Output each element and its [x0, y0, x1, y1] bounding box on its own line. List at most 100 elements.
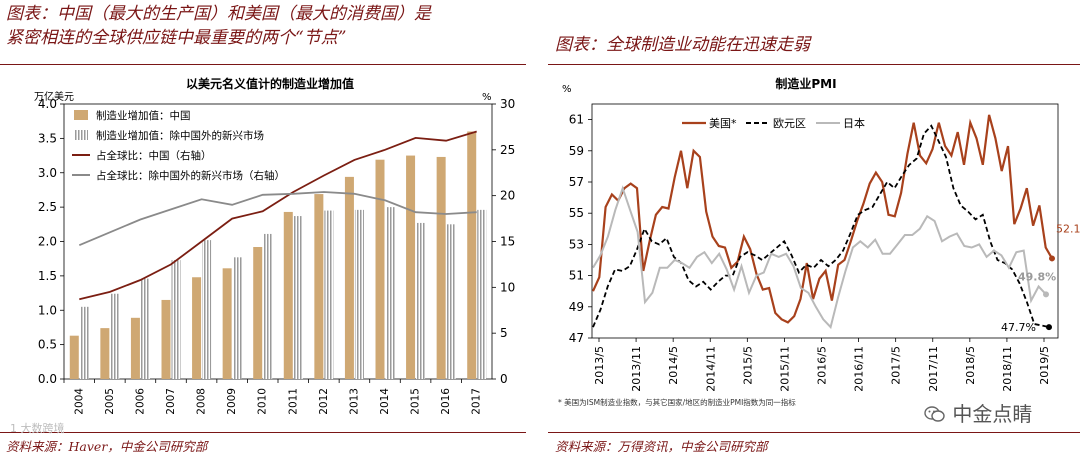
- x-tick-label: 2005: [104, 388, 116, 415]
- x-tick-label: 2011: [287, 388, 299, 415]
- pmi-y-tick-label: 53: [569, 237, 584, 251]
- line-us-pmi: [591, 114, 1053, 324]
- bar-china: [69, 335, 79, 379]
- legend-label: 占全球比：除中国外的新兴市场（右轴）: [96, 169, 285, 182]
- right-y-tick-label: 25: [500, 143, 515, 157]
- x-tick-label: 2006: [134, 388, 146, 415]
- bar-em-ex-china: [293, 216, 303, 379]
- pmi-x-tick-label: 2018/5: [964, 346, 977, 385]
- x-tick-label: 2012: [318, 388, 330, 415]
- pmi-y-tick-label: 49: [569, 300, 584, 314]
- pmi-x-tick-label: 2013/11: [630, 346, 643, 392]
- x-tick-label: 2015: [410, 388, 422, 415]
- bar-china: [100, 328, 110, 379]
- pmi-x-tick-label: 2013/5: [593, 346, 606, 385]
- right-y-axis-label: %: [482, 92, 492, 103]
- left-top-rule: [0, 64, 526, 65]
- pmi-x-tick-label: 2018/11: [1001, 346, 1014, 392]
- series-end-marker: [1046, 324, 1052, 331]
- pmi-y-tick-label: 61: [569, 113, 584, 127]
- bar-em-ex-china: [324, 210, 334, 379]
- watermark-text: 1 大数跨境: [10, 422, 65, 435]
- x-tick-label: 2013: [348, 388, 360, 415]
- left-bottom-rule: [0, 432, 526, 433]
- right-top-rule: [548, 64, 1080, 65]
- bar-china: [161, 299, 171, 379]
- right-y-tick-label: 30: [500, 97, 515, 111]
- pmi-x-tick-label: 2016/11: [853, 346, 866, 392]
- bar-em-ex-china: [263, 233, 273, 379]
- pmi-y-axis-label: %: [562, 84, 572, 95]
- bar-china: [436, 156, 446, 379]
- bar-em-ex-china: [202, 240, 212, 379]
- right-heading: 图表：全球制造业动能在迅速走弱: [555, 35, 810, 55]
- line-euro-pmi: [592, 124, 1050, 328]
- bar-em-ex-china: [446, 224, 456, 379]
- pmi-x-tick-label: 2016/5: [816, 346, 829, 385]
- right-bottom-rule: [548, 432, 1080, 433]
- bar-china: [344, 176, 354, 379]
- pmi-x-tick-label: 2014/11: [704, 346, 717, 392]
- wechat-icon: [924, 404, 946, 422]
- left-y-tick-label: 0.0: [38, 372, 57, 386]
- left-y-axis-label: 万亿美元: [34, 90, 74, 103]
- x-tick-label: 2004: [73, 388, 85, 415]
- bar-china: [314, 194, 324, 379]
- legend-label-euro: 欧元区: [773, 117, 806, 130]
- pmi-x-tick-label: 2017/11: [927, 346, 940, 392]
- pmi-plot-frame: [591, 103, 1059, 339]
- annotation-us: 52.1%: [1056, 222, 1080, 235]
- pmi-y-tick-label: 59: [569, 144, 584, 158]
- series-end-marker: [1043, 291, 1049, 298]
- bar-china: [192, 277, 202, 379]
- line-japan-pmi: [592, 185, 1047, 330]
- left-source: 资料来源：Haver，中金公司研究部: [6, 439, 208, 454]
- pmi-x-tick-label: 2019/5: [1038, 346, 1051, 385]
- right-y-tick-label: 5: [500, 326, 508, 340]
- legend-label-japan: 日本: [843, 116, 865, 130]
- series-end-marker: [1049, 255, 1055, 262]
- manufacturing-pmi-chart: 制造业PMI % 47 49 51 53 55 57 59 61 2013/5 2013/11 20…: [558, 76, 1080, 407]
- logo: 中金点睛: [924, 398, 1032, 427]
- legend-label-us: 美国*: [709, 117, 737, 130]
- pmi-x-tick-label: 2017/5: [890, 346, 903, 385]
- bar-em-ex-china: [477, 209, 487, 379]
- x-tick-label: 2007: [165, 388, 177, 415]
- right-y-tick-label: 10: [500, 280, 515, 294]
- bar-em-ex-china: [79, 306, 89, 379]
- x-tick-label: 2014: [379, 388, 391, 415]
- plot-frame: [63, 103, 493, 380]
- left-y-tick-label: 1.0: [38, 303, 57, 317]
- bar-em-ex-china: [354, 209, 364, 379]
- pmi-y-tick-label: 47: [569, 331, 584, 345]
- bar-em-ex-china: [171, 260, 181, 379]
- left-heading-line2: 紧密相连的全球供应链中最重要的两个“节点”: [6, 28, 347, 48]
- line-em-share: [78, 191, 477, 247]
- pmi-y-tick-label: 51: [569, 269, 584, 283]
- legend-label: 制造业增加值：中国: [96, 109, 191, 122]
- left-y-tick-label: 0.5: [38, 338, 57, 352]
- right-y-tick-label: 15: [500, 235, 515, 249]
- bar-china: [222, 268, 232, 379]
- left-heading-line1: 图表：中国（最大的生产国）和美国（最大的消费国）是: [6, 4, 431, 24]
- manufacturing-value-added-chart: 以美元名义值计的制造业增加值 万亿美元 % 0.0 0.5 1.0 1.5 2.0 2.5…: [34, 76, 515, 415]
- pmi-x-tick-label: 2015/5: [741, 346, 754, 385]
- pmi-x-tick-label: 2014/5: [667, 346, 680, 385]
- bar-em-ex-china: [416, 222, 426, 379]
- legend-label: 占全球比：中国（右轴）: [96, 149, 212, 162]
- x-tick-label: 2017: [471, 388, 483, 415]
- left-y-tick-label: 3.5: [38, 131, 57, 145]
- right-y-tick-label: 20: [500, 189, 515, 203]
- line-china-share: [79, 130, 477, 301]
- pmi-footnote: * 美国为ISM制造业指数，与其它国家/地区的制造业PMI指数为同一指标: [558, 397, 796, 407]
- left-y-tick-label: 2.0: [38, 235, 57, 249]
- left-chart-title: 以美元名义值计的制造业增加值: [186, 76, 354, 91]
- legend-swatch-em-bar: [74, 130, 88, 140]
- x-tick-label: 2016: [440, 388, 452, 415]
- bar-em-ex-china: [110, 293, 120, 379]
- bar-china: [283, 211, 293, 379]
- right-source: 资料来源：万得资讯，中金公司研究部: [555, 439, 768, 454]
- bar-china: [375, 159, 385, 379]
- pmi-y-tick-label: 57: [569, 175, 584, 189]
- left-y-tick-label: 3.0: [38, 166, 57, 180]
